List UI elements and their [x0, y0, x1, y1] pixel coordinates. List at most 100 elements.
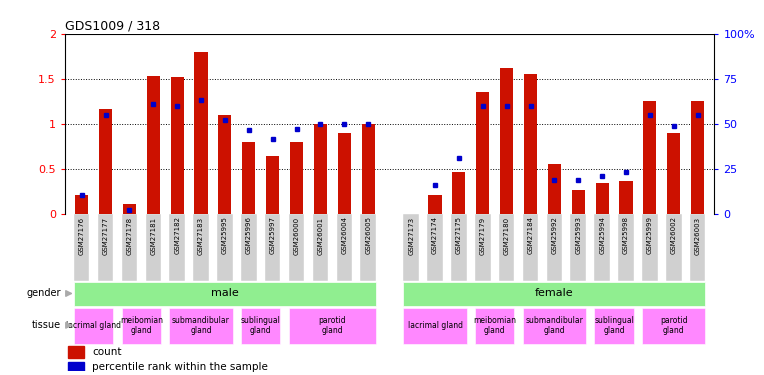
Text: GSM27184: GSM27184: [527, 216, 533, 254]
FancyBboxPatch shape: [451, 214, 467, 281]
FancyBboxPatch shape: [241, 308, 280, 344]
FancyBboxPatch shape: [642, 214, 658, 281]
FancyBboxPatch shape: [475, 214, 490, 281]
FancyBboxPatch shape: [427, 214, 443, 281]
FancyBboxPatch shape: [170, 214, 185, 281]
Text: GSM26003: GSM26003: [694, 216, 701, 255]
Text: submandibular
gland: submandibular gland: [172, 316, 230, 335]
Text: GSM25994: GSM25994: [599, 216, 605, 254]
FancyBboxPatch shape: [74, 282, 376, 306]
Text: gender: gender: [27, 288, 61, 298]
FancyBboxPatch shape: [241, 214, 257, 281]
Text: parotid
gland: parotid gland: [319, 316, 346, 335]
Text: GSM25992: GSM25992: [552, 216, 558, 254]
FancyBboxPatch shape: [594, 214, 610, 281]
Bar: [314, 124, 327, 214]
FancyBboxPatch shape: [523, 214, 539, 281]
FancyBboxPatch shape: [690, 214, 705, 281]
Bar: [290, 142, 303, 214]
Text: GSM25996: GSM25996: [246, 216, 252, 254]
FancyBboxPatch shape: [265, 214, 280, 281]
Text: GSM27177: GSM27177: [102, 216, 108, 255]
FancyBboxPatch shape: [523, 308, 586, 344]
Text: GSM27179: GSM27179: [480, 216, 486, 255]
Text: GSM26001: GSM26001: [317, 216, 323, 255]
Bar: [219, 115, 231, 214]
Text: GSM25995: GSM25995: [222, 216, 228, 254]
Text: count: count: [92, 347, 121, 357]
FancyBboxPatch shape: [74, 308, 113, 344]
FancyBboxPatch shape: [74, 214, 89, 281]
Bar: [476, 93, 489, 214]
Text: lacrimal gland: lacrimal gland: [66, 321, 121, 330]
Bar: [548, 164, 561, 214]
Bar: [170, 77, 183, 214]
Text: GSM27175: GSM27175: [456, 216, 462, 254]
FancyBboxPatch shape: [217, 214, 233, 281]
Bar: [452, 172, 465, 214]
Text: parotid
gland: parotid gland: [660, 316, 688, 335]
Text: GSM27183: GSM27183: [198, 216, 204, 255]
FancyBboxPatch shape: [403, 308, 467, 344]
Bar: [195, 52, 208, 214]
Text: GSM25999: GSM25999: [647, 216, 653, 254]
Bar: [500, 68, 513, 214]
FancyBboxPatch shape: [193, 214, 209, 281]
Text: GSM25998: GSM25998: [623, 216, 629, 254]
Text: lacrimal gland: lacrimal gland: [407, 321, 462, 330]
Text: submandibular
gland: submandibular gland: [526, 316, 584, 335]
FancyBboxPatch shape: [170, 308, 233, 344]
Text: GSM27174: GSM27174: [432, 216, 438, 254]
Bar: [123, 204, 136, 214]
Text: GSM26005: GSM26005: [365, 216, 371, 254]
Text: GSM27180: GSM27180: [503, 216, 510, 255]
Bar: [68, 362, 84, 371]
FancyBboxPatch shape: [571, 214, 586, 281]
Text: GSM27173: GSM27173: [408, 216, 414, 255]
Text: GSM26004: GSM26004: [342, 216, 348, 254]
FancyBboxPatch shape: [546, 214, 562, 281]
Bar: [338, 133, 351, 214]
FancyBboxPatch shape: [475, 308, 514, 344]
Bar: [361, 124, 374, 214]
FancyBboxPatch shape: [121, 214, 138, 281]
FancyBboxPatch shape: [121, 308, 161, 344]
Bar: [571, 190, 584, 214]
Text: GSM25997: GSM25997: [270, 216, 276, 254]
Bar: [242, 142, 255, 214]
Bar: [691, 102, 704, 214]
FancyBboxPatch shape: [289, 214, 304, 281]
FancyBboxPatch shape: [289, 308, 376, 344]
Bar: [266, 156, 279, 214]
Bar: [620, 181, 633, 214]
FancyBboxPatch shape: [618, 214, 634, 281]
Text: meibomian
gland: meibomian gland: [473, 316, 516, 335]
FancyBboxPatch shape: [666, 214, 681, 281]
Text: male: male: [211, 288, 239, 298]
Text: percentile rank within the sample: percentile rank within the sample: [92, 362, 268, 372]
FancyBboxPatch shape: [361, 214, 376, 281]
FancyBboxPatch shape: [336, 214, 352, 281]
Text: GDS1009 / 318: GDS1009 / 318: [65, 20, 160, 33]
Bar: [75, 195, 88, 214]
Text: GSM27181: GSM27181: [151, 216, 157, 255]
Text: GSM26000: GSM26000: [293, 216, 299, 255]
Bar: [596, 183, 609, 214]
Text: sublingual
gland: sublingual gland: [241, 316, 280, 335]
FancyBboxPatch shape: [594, 308, 634, 344]
FancyBboxPatch shape: [312, 214, 329, 281]
FancyBboxPatch shape: [499, 214, 514, 281]
Bar: [643, 102, 656, 214]
Text: tissue: tissue: [32, 320, 61, 330]
FancyBboxPatch shape: [98, 214, 113, 281]
Text: GSM26002: GSM26002: [671, 216, 677, 254]
Text: female: female: [535, 288, 574, 298]
Bar: [667, 133, 680, 214]
Bar: [68, 346, 84, 358]
FancyBboxPatch shape: [145, 214, 161, 281]
Bar: [147, 76, 160, 214]
Text: GSM27178: GSM27178: [126, 216, 132, 255]
Text: GSM27182: GSM27182: [174, 216, 180, 254]
FancyBboxPatch shape: [642, 308, 705, 344]
FancyBboxPatch shape: [403, 282, 705, 306]
